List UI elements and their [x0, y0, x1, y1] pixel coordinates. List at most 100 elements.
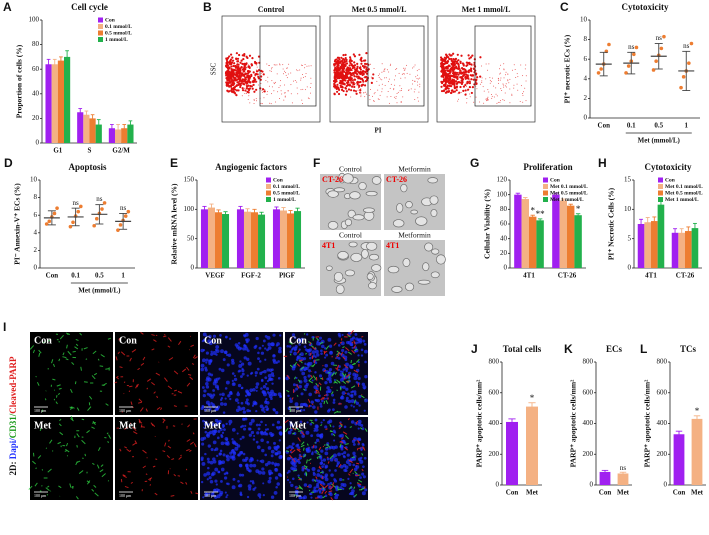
nucleus	[264, 359, 266, 361]
cell	[328, 191, 339, 198]
nucleus	[267, 480, 271, 484]
nucleus	[305, 431, 309, 435]
event-dot	[499, 68, 500, 69]
event-dot	[300, 80, 301, 81]
stain-signal	[357, 448, 358, 450]
nucleus	[271, 496, 274, 499]
nucleus	[203, 473, 207, 477]
nucleus	[226, 438, 229, 441]
event-dot	[395, 75, 396, 76]
event-dot	[488, 91, 489, 92]
y-tick-label: 20	[500, 249, 508, 257]
chart-title: Cytotoxicity	[622, 2, 669, 12]
event-dot	[243, 70, 245, 72]
event-dot	[339, 61, 341, 63]
nucleus	[226, 483, 228, 485]
event-dot	[466, 82, 467, 83]
event-dot	[262, 103, 263, 104]
event-dot	[269, 65, 270, 66]
nucleus	[212, 389, 215, 392]
legend-swatch	[98, 37, 103, 42]
y-axis-label: Cellular Viability (%)	[483, 189, 492, 259]
stain-signal	[56, 395, 57, 398]
nucleus	[241, 402, 244, 405]
nucleus	[276, 482, 280, 486]
legend-label: 0.1 mmol/L	[105, 24, 132, 30]
event-dot	[456, 89, 458, 91]
nucleus	[353, 443, 356, 446]
plot-title: Met 0.5 mmol/L	[352, 5, 407, 14]
nucleus	[361, 473, 364, 476]
y-tick-label: 400	[657, 419, 668, 427]
cell-line-label: 4T1	[322, 241, 335, 250]
stain-signal	[318, 385, 319, 388]
nucleus	[225, 336, 228, 339]
bar	[201, 209, 208, 268]
stain-signal	[329, 491, 332, 492]
event-dot	[336, 65, 338, 67]
event-dot	[403, 73, 404, 74]
y-tick-label: 60	[32, 65, 40, 73]
event-dot	[452, 70, 454, 72]
nucleus	[270, 342, 274, 346]
y-tick-label: 600	[657, 388, 668, 396]
nucleus	[276, 453, 278, 455]
x-tick-label: PlGF	[279, 272, 295, 280]
nucleus	[210, 402, 213, 405]
nucleus	[202, 386, 205, 389]
group-label: Met	[204, 420, 222, 431]
nucleus	[224, 351, 227, 354]
event-dot	[237, 76, 239, 78]
image-title: Control	[339, 165, 362, 174]
event-dot	[345, 76, 347, 78]
nucleus	[319, 491, 322, 494]
nucleus	[339, 478, 342, 481]
event-dot	[354, 55, 356, 57]
bar	[552, 195, 559, 268]
nucleus	[261, 352, 264, 355]
nucleus	[265, 400, 267, 402]
legend-swatch	[266, 178, 271, 183]
event-dot	[290, 72, 291, 73]
nucleus	[354, 333, 357, 336]
y-tick-label: 0	[36, 139, 40, 147]
nucleus	[238, 364, 242, 368]
event-dot	[347, 67, 349, 69]
event-dot	[338, 76, 340, 78]
nucleus	[254, 402, 258, 406]
stain-signal	[338, 487, 339, 491]
nucleus	[214, 480, 217, 483]
event-dot	[460, 80, 461, 81]
nucleus	[206, 434, 209, 437]
nucleus	[232, 372, 235, 375]
event-dot	[512, 70, 513, 71]
event-dot	[503, 87, 504, 88]
event-dot	[389, 79, 390, 80]
nucleus	[201, 443, 204, 446]
stain-signal	[40, 491, 42, 492]
event-dot	[456, 67, 458, 69]
nucleus	[265, 405, 268, 408]
event-dot	[492, 96, 493, 97]
y-axis-label: PI⁻ Annexin-V⁺ ECs (%)	[13, 183, 22, 265]
nucleus	[337, 452, 341, 456]
nucleus	[264, 431, 266, 433]
bar	[658, 205, 665, 268]
nucleus	[333, 401, 336, 404]
event-dot	[344, 87, 346, 89]
event-dot	[494, 96, 495, 97]
nucleus	[204, 453, 206, 455]
event-dot	[235, 85, 237, 87]
event-dot	[249, 81, 251, 83]
y-tick-label: 600	[489, 388, 500, 396]
event-dot	[308, 66, 309, 67]
nucleus	[323, 458, 326, 461]
event-dot	[239, 79, 241, 81]
event-dot	[491, 81, 492, 82]
cell	[393, 220, 404, 227]
event-dot	[359, 89, 361, 91]
nucleus	[259, 360, 262, 363]
event-dot	[359, 66, 361, 68]
event-dot	[449, 77, 451, 79]
nucleus	[355, 374, 359, 378]
